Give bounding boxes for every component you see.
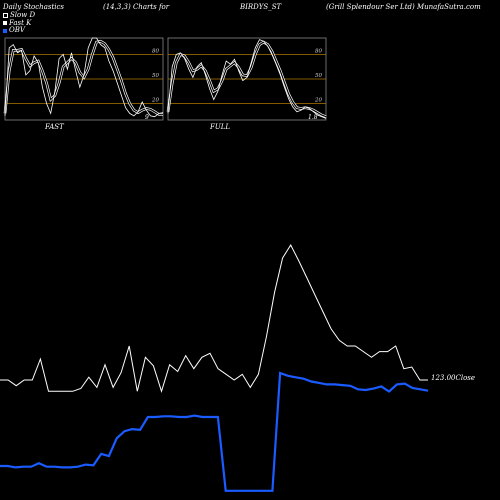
chart-company: (Grill Splendour Ser Ltd) MunafaSutra.co… xyxy=(326,3,481,11)
obv-line xyxy=(0,371,429,492)
legend-label-obv: OBV xyxy=(9,26,25,34)
legend-item-slow-d: Slow D xyxy=(3,11,36,20)
fast-fast-k-line xyxy=(4,37,164,118)
full-level-label-20: 20 xyxy=(314,98,322,104)
legend-swatch-fast-k xyxy=(3,21,7,26)
legend-swatch-slow-d xyxy=(3,13,8,19)
close-price-line xyxy=(0,243,428,393)
fast-panel-title: FAST xyxy=(44,123,65,131)
full-panel-title: FULL xyxy=(209,123,230,131)
legend-label-fast-k: Fast K xyxy=(9,18,32,27)
legend: Slow D Fast K OBV xyxy=(3,11,36,35)
fast-level-label-20: 20 xyxy=(151,98,159,104)
full-last-value: 1.8 xyxy=(308,114,318,121)
full-level-label-80: 80 xyxy=(315,48,322,54)
legend-item-fast-k: Fast K xyxy=(3,18,35,28)
legend-item-obv: OBV xyxy=(3,26,35,35)
full-slow-d-line xyxy=(167,41,327,118)
fast-last-value: 9 xyxy=(145,114,149,121)
chart-title: Daily Stochastics xyxy=(3,3,65,11)
legend-swatch-obv xyxy=(3,28,7,33)
fast-level-label-80: 80 xyxy=(152,48,159,54)
fast-level-label-50: 50 xyxy=(152,73,159,79)
chart-params: (14,3,3) Charts for xyxy=(103,3,170,11)
full-fast-k-line xyxy=(167,39,327,119)
full-level-label-50: 50 xyxy=(315,73,322,79)
legend-label-slow-d: Slow D xyxy=(10,11,36,19)
close-annotation: 123.00Close xyxy=(431,374,475,382)
chart-symbol: BIRDYS_ST xyxy=(240,3,282,11)
